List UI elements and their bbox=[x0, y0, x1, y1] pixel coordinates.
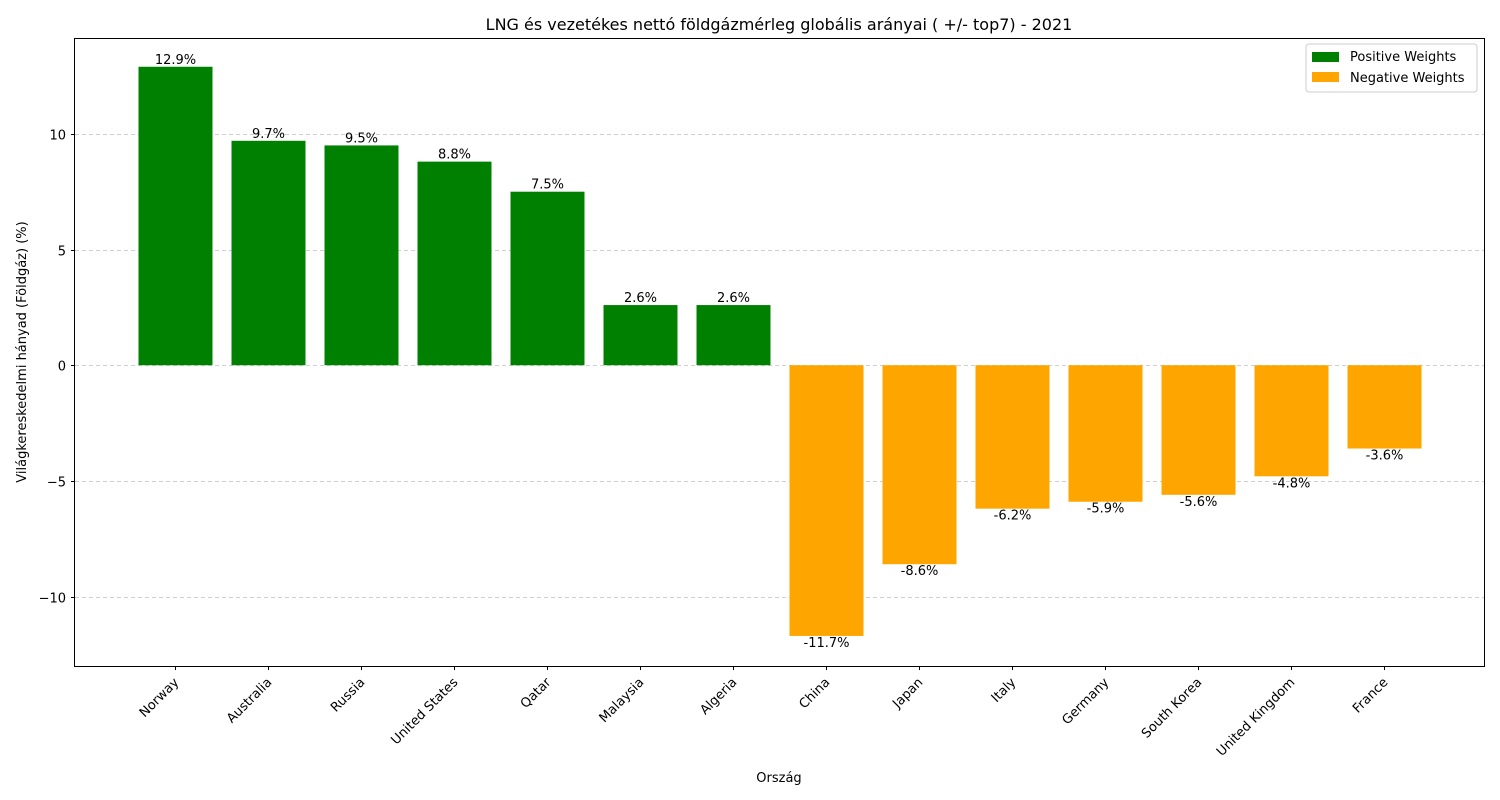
y-tick-label: 0 bbox=[58, 360, 66, 375]
x-tick-label: Norway bbox=[137, 675, 183, 721]
bar-russia bbox=[324, 145, 399, 366]
x-tick-label: Germany bbox=[1059, 675, 1112, 728]
x-tick-label: Qatar bbox=[518, 675, 555, 712]
x-tick-label: Malaysia bbox=[597, 675, 648, 726]
legend-label-positive: Positive Weights bbox=[1350, 50, 1457, 65]
x-tick-label: Australia bbox=[224, 675, 275, 726]
bars bbox=[138, 66, 1422, 636]
bar-value-label: 7.5% bbox=[531, 178, 564, 193]
bar-value-label: -6.2% bbox=[994, 509, 1032, 524]
legend-label-negative: Negative Weights bbox=[1350, 71, 1465, 86]
bar-china bbox=[789, 365, 864, 636]
bar-value-label: 8.8% bbox=[438, 148, 471, 163]
bar-germany bbox=[1068, 365, 1143, 502]
bar-value-label: -4.8% bbox=[1273, 476, 1311, 491]
x-tick-label: Japan bbox=[889, 675, 926, 712]
y-axis-ticks: −10 −5 0 5 10 bbox=[39, 129, 75, 607]
bar-value-label: -5.6% bbox=[1180, 495, 1218, 510]
bar-value-label: 9.7% bbox=[252, 127, 285, 142]
bar-united-kingdom bbox=[1254, 365, 1329, 477]
x-axis-ticks: Norway Australia Russia United States Qatar M… bbox=[137, 666, 1391, 760]
y-tick-label: −5 bbox=[47, 476, 66, 491]
bar-value-label: -5.9% bbox=[1087, 502, 1125, 517]
bar-value-label: 12.9% bbox=[155, 53, 196, 68]
y-tick-label: −10 bbox=[39, 592, 66, 607]
x-tick-label: United Kingdom bbox=[1214, 675, 1298, 759]
x-tick-label: United States bbox=[388, 675, 461, 748]
plot-frame bbox=[74, 38, 1485, 667]
bar-italy bbox=[975, 365, 1050, 509]
bar-value-label: -11.7% bbox=[804, 636, 850, 651]
y-tick-label: 5 bbox=[58, 245, 66, 260]
legend: Positive Weights Negative Weights bbox=[1305, 43, 1478, 93]
bar-value-label: 9.5% bbox=[345, 131, 378, 146]
y-axis-label: Világkereskedelmi hányad (Földgáz) (%) bbox=[15, 221, 30, 482]
legend-swatch-positive bbox=[1312, 52, 1339, 62]
bar-south-korea bbox=[1161, 365, 1236, 495]
bar-value-label: 2.6% bbox=[624, 291, 657, 306]
legend-box bbox=[1305, 43, 1478, 93]
x-tick-label: Algeria bbox=[697, 675, 740, 718]
y-tick-label: 10 bbox=[49, 129, 66, 144]
bar-france bbox=[1347, 365, 1422, 449]
grid-lines bbox=[75, 134, 1485, 598]
bar-united-states bbox=[417, 161, 492, 366]
chart-title: LNG és vezetékes nettó földgázmérleg glo… bbox=[486, 15, 1073, 34]
x-tick-label: South Korea bbox=[1139, 675, 1205, 741]
x-tick-label: Russia bbox=[328, 675, 368, 715]
bar-australia bbox=[231, 140, 306, 366]
bar-value-label: -8.6% bbox=[901, 564, 939, 579]
legend-swatch-negative bbox=[1312, 72, 1339, 82]
x-tick-label: China bbox=[796, 675, 833, 712]
bar-value-labels: 12.9% 9.7% 9.5% 8.8% 7.5% 2.6% 2.6% -11.7% -8.6%… bbox=[155, 53, 1404, 651]
x-tick-label: Italy bbox=[989, 675, 1020, 706]
bar-value-label: -3.6% bbox=[1366, 449, 1404, 464]
bar-norway bbox=[138, 66, 213, 366]
bar-value-label: 2.6% bbox=[717, 291, 750, 306]
x-tick-label: France bbox=[1350, 675, 1391, 716]
x-axis-label: Ország bbox=[756, 771, 801, 786]
bar-algeria bbox=[696, 305, 771, 366]
bar-malaysia bbox=[603, 305, 678, 366]
bar-japan bbox=[882, 365, 957, 565]
bar-qatar bbox=[510, 191, 585, 366]
